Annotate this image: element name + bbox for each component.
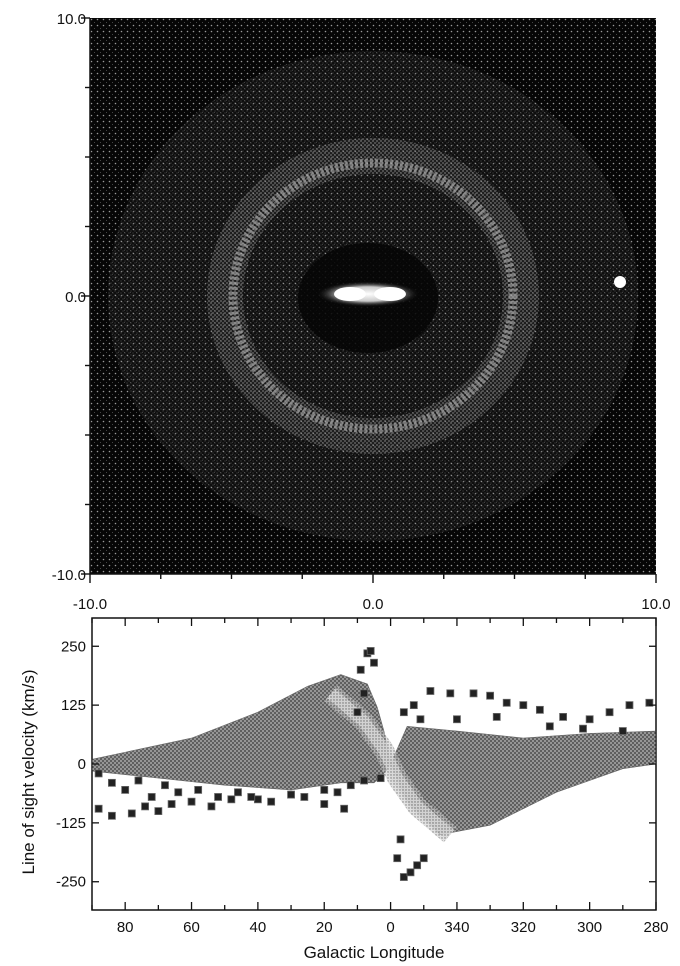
cloud-point [194, 786, 203, 794]
cloud-point [320, 786, 329, 794]
bottom-axes: 80 60 40 20 0 340 320 300 280 250 125 0 -125 -250 [56, 618, 669, 936]
cloud-point [94, 769, 103, 778]
cloud-point [247, 793, 256, 801]
lv-diagram [91, 647, 657, 881]
top-y-tick-label: 10.0 [57, 11, 86, 28]
cloud-point [161, 781, 169, 790]
top-axes: -10.0 0.0 10.0 10.0 0.0 -10.0 [52, 11, 671, 613]
top-x-tick-label: 0.0 [363, 596, 384, 613]
bottom-y-tick-label: -250 [56, 874, 86, 891]
cloud-point [147, 793, 156, 801]
top-x-tick-label: -10.0 [73, 596, 107, 613]
cloud-point [287, 790, 295, 799]
central-ridge-halo [324, 685, 457, 843]
cloud-point [174, 788, 183, 797]
bottom-x-tick-label: 280 [643, 919, 668, 936]
bottom-x-tick-label: 80 [117, 919, 134, 936]
cloud-point [360, 776, 368, 785]
bottom-y-tick-label: 0 [78, 756, 86, 773]
cloud-point [585, 715, 594, 724]
top-y-tick-label: -10.0 [52, 567, 86, 584]
cloud-point [519, 701, 528, 710]
cloud-point [134, 776, 143, 785]
cloud-point [545, 722, 554, 731]
bar-core-left [334, 287, 366, 301]
cloud-point [108, 811, 116, 820]
point-source [614, 276, 626, 288]
ring [228, 158, 518, 434]
cloud-point [535, 705, 544, 714]
cloud-point [419, 854, 428, 863]
cloud-point [356, 665, 365, 674]
ring-outer-glow [207, 138, 539, 454]
cloud-point [320, 800, 329, 808]
density-map [90, 18, 656, 574]
cloud-point [267, 797, 276, 806]
bottom-x-tick-label: 320 [511, 919, 536, 936]
cloud-point [167, 800, 176, 808]
cloud-point [399, 873, 408, 881]
cloud-point [300, 793, 309, 801]
cloud-point [618, 727, 627, 735]
cloud-point [396, 835, 405, 844]
cloud-point [370, 658, 378, 667]
cloud-point [94, 804, 103, 813]
cloud-point [605, 708, 614, 717]
cloud-point [645, 698, 654, 707]
bottom-x-tick-label: 300 [577, 919, 602, 936]
cloud-point [340, 804, 349, 813]
cloud-point [416, 715, 425, 724]
cloud-point [234, 788, 242, 797]
cloud-point [559, 713, 568, 721]
cloud-point [399, 708, 408, 717]
bottom-x-tick-label: 340 [444, 919, 469, 936]
top-y-tick-label: 0.0 [65, 289, 86, 306]
cloud-point [409, 701, 418, 710]
cloud-point [154, 807, 163, 815]
cloud-point [486, 691, 495, 700]
cloud-point [492, 713, 501, 721]
cloud-point [360, 689, 368, 698]
bottom-x-tick-label: 20 [316, 919, 333, 936]
y-axis-label: Line of sight velocity (km/s) [19, 669, 38, 874]
x-axis-label: Galactic Longitude [304, 943, 445, 962]
bottom-y-tick-label: -125 [56, 815, 86, 832]
bottom-y-tick-label: 250 [61, 638, 86, 655]
cloud-point [426, 687, 435, 695]
cloud-point [413, 861, 422, 870]
cloud-point [502, 698, 511, 707]
cloud-point [333, 788, 342, 797]
cloud-point [366, 647, 375, 655]
cloud-point [406, 868, 415, 877]
bottom-x-tick-label: 40 [250, 919, 267, 936]
cloud-point [227, 795, 236, 804]
cloud-point [625, 701, 634, 710]
cloud-point [453, 715, 461, 724]
cloud-point [393, 854, 402, 863]
cloud-point [353, 708, 362, 717]
cloud-point [207, 802, 216, 811]
cloud-point [579, 724, 587, 733]
cloud-point [469, 689, 478, 698]
cloud-point [376, 774, 385, 783]
bar-core-right [374, 287, 406, 301]
cloud-point [253, 795, 262, 804]
cloud-point [127, 809, 136, 818]
top-x-tick-label: 10.0 [641, 596, 670, 613]
cloud-point [141, 802, 149, 811]
bottom-x-tick-label: 60 [183, 919, 200, 936]
cloud-point [346, 781, 355, 790]
bottom-x-tick-label: 0 [386, 919, 394, 936]
cloud-point [108, 778, 116, 787]
cloud-point [121, 786, 130, 794]
cloud-point [187, 797, 196, 806]
cloud-point [214, 793, 222, 801]
bottom-y-tick-label: 125 [61, 697, 86, 714]
cloud-point [446, 689, 455, 698]
